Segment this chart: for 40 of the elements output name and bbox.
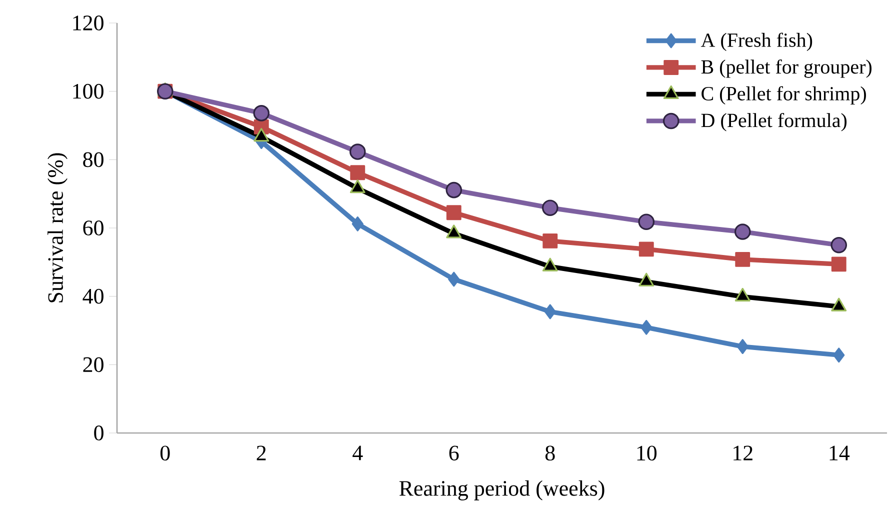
y-axis-title: Survival rate (%) <box>48 153 68 302</box>
point <box>734 224 751 240</box>
point <box>544 304 556 320</box>
point <box>833 348 845 363</box>
point <box>735 252 750 267</box>
point <box>831 256 846 272</box>
point <box>253 105 270 122</box>
point <box>640 320 652 335</box>
x-tick-label: 10 <box>637 446 657 461</box>
x-tick-label: 12 <box>734 446 752 460</box>
point <box>638 242 654 257</box>
point <box>350 165 366 180</box>
y-tick-label: 100 <box>73 84 104 99</box>
legend-label: B (pellet for grouper) <box>701 59 872 78</box>
y-tick-label: 20 <box>83 357 104 372</box>
x-tick-label: 8 <box>545 446 555 461</box>
y-tick-label: 60 <box>83 220 104 236</box>
legend-label: C (Pellet for shrimp) <box>702 86 866 105</box>
point <box>542 234 558 248</box>
point <box>542 200 558 216</box>
x-tick-label: 6 <box>449 446 459 460</box>
legend-label: D (Pellet formula) <box>701 112 847 132</box>
legend-label: A (Fresh fish) <box>700 32 812 52</box>
x-axis-title: Rearing period (weeks) <box>399 480 604 500</box>
point <box>446 182 462 198</box>
y-tick-label: 120 <box>73 16 104 30</box>
point <box>830 236 848 254</box>
y-tick-label: 80 <box>83 152 104 168</box>
point <box>448 272 460 287</box>
point <box>736 339 748 354</box>
point <box>349 144 366 160</box>
x-tick-label: 14 <box>830 446 850 460</box>
point <box>446 205 462 220</box>
y-tick-label: 0 <box>94 426 104 440</box>
x-tick-label: 4 <box>352 446 363 460</box>
point <box>638 214 655 230</box>
x-tick-label: 0 <box>160 446 170 461</box>
point <box>352 216 364 232</box>
x-tick-label: 2 <box>256 446 266 460</box>
y-tick-label: 40 <box>82 288 104 304</box>
